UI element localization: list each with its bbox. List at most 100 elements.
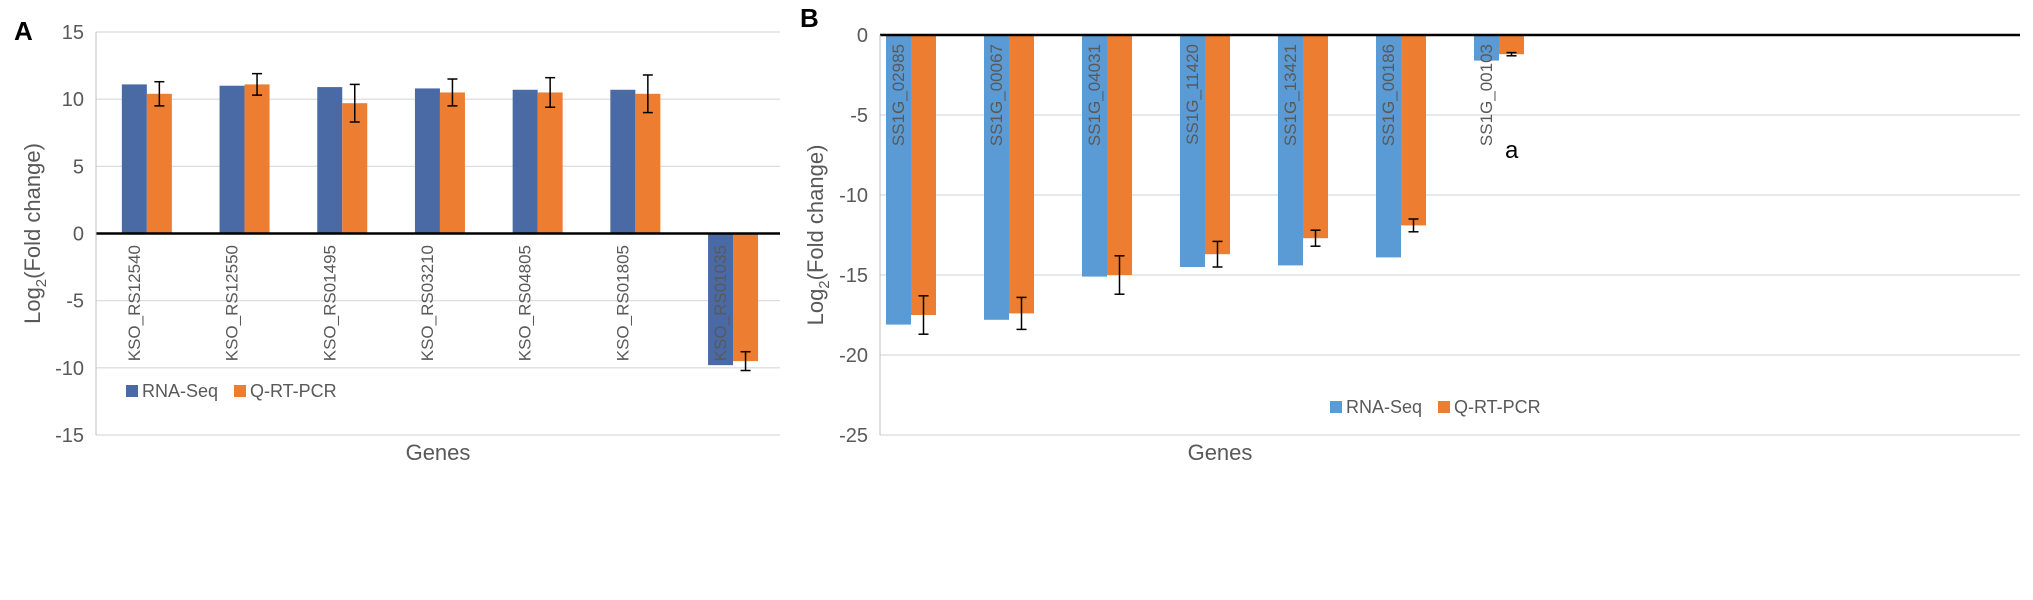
y-tick-label: 0 [857,25,868,47]
bar-q-rt-pcr-kso_rs12550 [244,84,270,234]
panel-b-error-bars [918,51,1517,335]
category-label: KSO_RS01805 [613,245,632,361]
y-tick-label: -10 [839,185,868,207]
bar-q-rt-pcr-ss1g_00186 [1401,35,1426,226]
legend-swatch [126,385,138,397]
panel-a-ylabel-rest: (Fold change) [20,143,45,279]
bar-q-rt-pcr-kso_rs04805 [537,92,563,234]
panel-a-letter: A [14,16,33,46]
legend-swatch [1330,401,1342,413]
panel-b-legend: RNA-Seq Q-RT-PCR [1330,397,1541,417]
category-label: SS1G_11420 [1183,44,1202,145]
bar-q-rt-pcr-kso_rs03210 [439,92,465,234]
category-label: SS1G_00067 [987,44,1006,146]
category-label: KSO_RS01495 [320,245,339,361]
annotation-label: a [1505,137,1519,164]
bar-q-rt-pcr-kso_rs12540 [146,93,172,234]
bar-rna-seq-ss1g_00103 [1474,35,1499,61]
bar-q-rt-pcr-ss1g_00067 [1009,35,1034,314]
error-bar [154,80,165,107]
bar-q-rt-pcr-kso_rs01805 [635,93,661,234]
bar-rna-seq-kso_rs01495 [317,87,343,234]
error-bar [1408,218,1419,233]
bar-q-rt-pcr-ss1g_11420 [1205,35,1230,255]
bar-rna-seq-ss1g_13421 [1278,35,1303,266]
panel-a-ylabel-main: Log [20,287,45,324]
y-tick-label: 5 [73,156,84,178]
category-label: SS1G_00103 [1477,44,1496,146]
panel-a-y-axis-title: Log2(Fold change) [20,143,50,324]
bar-q-rt-pcr-ss1g_04031 [1107,35,1132,275]
error-bar [1506,51,1517,57]
legend-swatch [1438,401,1450,413]
bar-rna-seq-kso_rs12540 [121,84,147,234]
bar-q-rt-pcr-kso_rs01035 [733,233,759,362]
error-bar [1212,240,1223,268]
panel-a-y-ticks: 15 10 5 0 -5 -10 -15 [55,22,84,447]
y-tick-label: -25 [839,425,868,447]
y-tick-label: -15 [839,265,868,287]
bar-rna-seq-ss1g_11420 [1180,35,1205,267]
error-bar [642,74,653,114]
legend-swatch [234,385,246,397]
category-label: KSO_RS04805 [516,245,535,361]
error-bar [1310,229,1321,247]
panel-a-legend: RNA-Seq Q-RT-PCR [126,381,337,401]
category-label: SS1G_02985 [889,44,908,146]
error-bar [1016,296,1027,331]
error-bar [349,83,360,123]
category-label: KSO_RS03210 [418,245,437,361]
bar-rna-seq-kso_rs03210 [414,88,440,234]
panel-b-category-labels: SS1G_02985 SS1G_00067 SS1G_04031 SS1G_11420… [889,44,1496,146]
error-bar [545,76,556,108]
bar-rna-seq-kso_rs01035 [708,233,734,366]
panel-a-error-bars [154,72,751,372]
panel-a-category-labels: KSO_RS12540 KSO_RS12550 KSO_RS01495 KSO_RS0… [125,245,730,361]
legend-label: RNA-Seq [142,381,218,401]
panel-b-x-axis-title: Genes [1188,440,1253,465]
panel-b-ylabel-sub: 2 [816,280,833,288]
panel-b-gridlines [880,114,2020,436]
y-tick-label: -5 [66,291,84,313]
category-label: SS1G_00186 [1379,44,1398,146]
bar-q-rt-pcr-ss1g_02985 [911,35,936,315]
panel-a-ylabel-sub: 2 [33,279,50,287]
legend-label: Q-RT-PCR [1454,397,1541,417]
y-tick-label: 0 [73,224,84,246]
panel-a-bars [121,84,759,366]
bar-rna-seq-ss1g_00186 [1376,35,1401,258]
category-label: KSO_RS12550 [223,245,242,361]
category-label: SS1G_13421 [1281,44,1300,146]
panel-b-bars [886,35,1524,325]
y-tick-label: -10 [55,358,84,380]
panel-b-annotations: a [1505,137,1519,164]
bar-rna-seq-kso_rs04805 [512,89,538,234]
panel-b-ylabel-rest: (Fold change) [803,145,828,281]
y-tick-label: -5 [850,105,868,127]
panel-b: B 0-5-10-15-20-25 SS1G_02985 SS1G_00067 SS… [800,3,2020,465]
error-bar [918,295,929,335]
bar-rna-seq-ss1g_02985 [886,35,911,325]
bar-q-rt-pcr-kso_rs01495 [342,103,368,234]
error-bar [740,350,751,372]
y-tick-label: -15 [55,425,84,447]
panel-b-letter: B [800,3,819,33]
panel-a-x-axis-title: Genes [406,440,471,465]
category-label: SS1G_04031 [1085,44,1104,146]
legend-label: Q-RT-PCR [250,381,337,401]
panel-b-y-ticks: 0 -5 -10 -15 -20 -25 [839,25,868,447]
legend-label: RNA-Seq [1346,397,1422,417]
y-tick-label: 15 [62,22,84,44]
bar-rna-seq-kso_rs12550 [219,85,245,234]
bar-rna-seq-ss1g_04031 [1082,35,1107,277]
y-tick-label: -20 [839,345,868,367]
bar-q-rt-pcr-ss1g_13421 [1303,35,1328,239]
error-bar [1114,255,1125,295]
bar-q-rt-pcr-ss1g_00103 [1499,35,1524,55]
category-label: KSO_RS01035 [711,245,730,361]
category-label: KSO_RS12540 [125,245,144,361]
bar-rna-seq-kso_rs01805 [610,89,636,234]
error-bar [252,72,263,96]
